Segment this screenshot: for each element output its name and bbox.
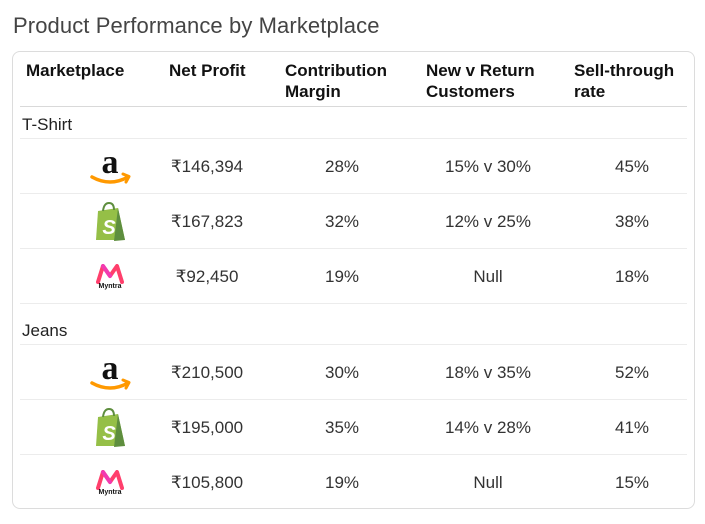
cell-contribution-margin: 28%: [324, 157, 360, 176]
table-row: Myntra ₹105,800 19% Null 15%: [20, 454, 687, 510]
table-row: a ₹210,500 30% 18% v 35% 52%: [20, 344, 687, 400]
amazon-logo-icon: a: [80, 345, 140, 400]
performance-table: Marketplace Net Profit Contribution Marg…: [12, 51, 695, 509]
shopify-logo-icon: S: [80, 194, 140, 249]
group-divider: [20, 303, 687, 305]
cell-new-v-return: 12% v 25%: [445, 212, 531, 231]
cell-sell-through: 45%: [614, 157, 650, 176]
svg-text:a: a: [102, 353, 119, 387]
cell-sell-through: 38%: [614, 212, 650, 231]
cell-contribution-margin: 19%: [324, 473, 360, 492]
myntra-logo-icon: Myntra: [80, 249, 140, 304]
table-row: S ₹167,823 32% 12% v 25% 38%: [20, 193, 687, 249]
col-header-sell-through-line1: Sell-through: [574, 61, 675, 80]
cell-net-profit: ₹92,450: [175, 267, 239, 286]
col-header-sell-through-line2: rate: [574, 82, 606, 101]
col-header-net-profit: Net Profit: [169, 61, 246, 80]
col-header-new-v-return-line1: New v Return: [426, 61, 535, 80]
group-label-jeans: Jeans: [22, 321, 68, 340]
col-header-marketplace: Marketplace: [26, 61, 125, 80]
svg-text:S: S: [102, 423, 116, 445]
col-header-new-v-return: New v Return Customers: [426, 60, 535, 102]
amazon-logo-icon: a: [80, 139, 140, 194]
cell-new-v-return: 18% v 35%: [445, 363, 531, 382]
col-header-contribution-line2: Margin: [285, 82, 341, 101]
cell-new-v-return: Null: [473, 473, 503, 492]
cell-net-profit: ₹195,000: [170, 418, 244, 437]
col-header-contribution-margin: Contribution Margin: [285, 60, 387, 102]
svg-text:S: S: [102, 217, 116, 239]
cell-new-v-return: 15% v 30%: [445, 157, 531, 176]
cell-sell-through: 18%: [614, 267, 650, 286]
cell-contribution-margin: 32%: [324, 212, 360, 231]
cell-sell-through: 52%: [614, 363, 650, 382]
cell-contribution-margin: 19%: [324, 267, 360, 286]
myntra-logo-text: Myntra: [98, 282, 122, 290]
svg-text:a: a: [102, 147, 119, 181]
cell-net-profit: ₹167,823: [170, 212, 244, 231]
cell-sell-through: 41%: [614, 418, 650, 437]
cell-net-profit: ₹210,500: [170, 363, 244, 382]
cell-net-profit: ₹105,800: [170, 473, 244, 492]
cell-net-profit: ₹146,394: [170, 157, 244, 176]
page-title: Product Performance by Marketplace: [13, 13, 380, 38]
myntra-logo-icon: Myntra: [80, 455, 140, 510]
cell-contribution-margin: 35%: [324, 418, 360, 437]
cell-new-v-return: 14% v 28%: [445, 418, 531, 437]
cell-sell-through: 15%: [614, 473, 650, 492]
col-header-contribution-line1: Contribution: [285, 61, 387, 80]
table-row: S ₹195,000 35% 14% v 28% 41%: [20, 399, 687, 455]
table-row: a ₹146,394 28% 15% v 30% 45%: [20, 138, 687, 194]
cell-contribution-margin: 30%: [324, 363, 360, 382]
table-row: Myntra ₹92,450 19% Null 18%: [20, 248, 687, 304]
col-header-new-v-return-line2: Customers: [426, 82, 515, 101]
col-header-sell-through: Sell-through rate: [574, 60, 674, 102]
group-label-tshirt: T-Shirt: [22, 115, 73, 134]
header-divider: [20, 106, 687, 107]
myntra-logo-text: Myntra: [98, 488, 122, 496]
shopify-logo-icon: S: [80, 400, 140, 455]
cell-new-v-return: Null: [473, 267, 503, 286]
